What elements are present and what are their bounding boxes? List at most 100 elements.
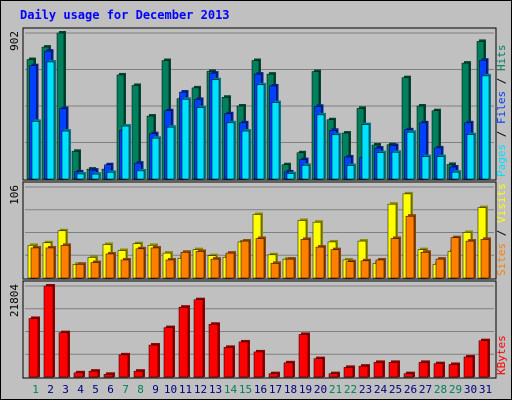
bar-sites-day-11 xyxy=(180,251,190,279)
x-tick-label-day-8: 8 xyxy=(137,383,144,396)
x-tick-label-day-4: 4 xyxy=(77,383,84,396)
bar-sites-day-1 xyxy=(30,247,40,279)
panel-legend: KBytes xyxy=(495,335,508,375)
legend-entry: / xyxy=(495,71,508,91)
bar-pages-day-29 xyxy=(451,171,460,180)
x-tick-label-day-26: 26 xyxy=(404,383,417,396)
x-tick-label-day-30: 30 xyxy=(464,383,477,396)
bar-sites-day-20 xyxy=(315,246,325,279)
panel-legend: Pages / Files / Hits xyxy=(495,45,508,178)
bar-pages-day-21 xyxy=(331,134,340,180)
bar-sites-day-10 xyxy=(165,259,175,279)
bar-kbytes-day-24 xyxy=(373,362,384,378)
bar-pages-day-22 xyxy=(346,165,355,180)
bar-sites-day-3 xyxy=(60,245,70,279)
bar-sites-day-12 xyxy=(195,251,205,279)
bar-pages-day-11 xyxy=(181,99,190,180)
panel-legend: Sites / Visits xyxy=(495,183,508,276)
bar-pages-day-3 xyxy=(61,130,70,180)
bar-pages-day-15 xyxy=(241,130,250,180)
bar-kbytes-day-15 xyxy=(238,341,249,378)
legend-entry: / xyxy=(495,223,508,243)
x-tick-label-day-21: 21 xyxy=(329,383,342,396)
bar-pages-day-26 xyxy=(406,131,415,180)
bar-sites-day-9 xyxy=(150,247,160,279)
legend-entry: KBytes xyxy=(495,335,508,375)
x-tick-label-day-5: 5 xyxy=(92,383,99,396)
x-tick-label-day-29: 29 xyxy=(449,383,462,396)
bar-kbytes-day-18 xyxy=(283,362,294,378)
bar-sites-day-15 xyxy=(240,240,250,279)
bar-kbytes-day-5 xyxy=(88,370,99,378)
bar-pages-day-13 xyxy=(211,79,220,180)
bar-kbytes-day-6 xyxy=(103,374,114,378)
bar-kbytes-day-10 xyxy=(163,327,174,378)
bar-kbytes-day-16 xyxy=(253,351,264,378)
bar-sites-day-25 xyxy=(390,238,400,279)
bar-kbytes-day-9 xyxy=(148,344,159,378)
bar-sites-day-6 xyxy=(105,253,115,279)
bar-sites-day-21 xyxy=(330,249,340,279)
bar-kbytes-day-4 xyxy=(73,372,84,378)
bar-sites-day-19 xyxy=(300,239,310,279)
legend-entry: / xyxy=(495,124,508,144)
x-tick-label-day-14: 14 xyxy=(224,383,238,396)
bar-pages-day-1 xyxy=(31,121,40,180)
bar-pages-day-12 xyxy=(196,107,205,180)
bar-sites-day-2 xyxy=(45,247,55,279)
bar-kbytes-day-26 xyxy=(403,373,414,378)
bar-sites-day-16 xyxy=(255,238,265,279)
bar-sites-day-17 xyxy=(270,263,280,279)
x-tick-label-day-18: 18 xyxy=(284,383,297,396)
bar-pages-day-8 xyxy=(136,170,145,180)
bar-pages-day-24 xyxy=(376,152,385,180)
bar-sites-day-4 xyxy=(75,264,85,279)
bar-sites-day-24 xyxy=(375,259,385,279)
legend-entry: Pages xyxy=(495,144,508,177)
x-tick-label-day-27: 27 xyxy=(419,383,432,396)
bar-sites-day-5 xyxy=(90,262,100,279)
bar-kbytes-day-12 xyxy=(193,299,204,378)
bar-pages-day-5 xyxy=(91,173,100,180)
bar-kbytes-day-3 xyxy=(58,332,69,378)
bar-pages-day-25 xyxy=(391,152,400,180)
bar-kbytes-day-27 xyxy=(418,362,429,378)
bar-pages-day-9 xyxy=(151,137,160,180)
bar-pages-day-20 xyxy=(316,114,325,180)
bar-sites-day-26 xyxy=(405,215,415,279)
bar-sites-day-27 xyxy=(420,251,430,279)
x-tick-label-day-31: 31 xyxy=(479,383,492,396)
x-tick-label-day-16: 16 xyxy=(254,383,267,396)
bar-sites-day-8 xyxy=(135,248,145,279)
legend-entry: Hits xyxy=(495,45,508,72)
bar-pages-day-30 xyxy=(466,134,475,180)
x-tick-label-day-20: 20 xyxy=(314,383,327,396)
bar-kbytes-day-1 xyxy=(28,318,39,378)
bar-pages-day-27 xyxy=(421,156,430,180)
bar-kbytes-day-14 xyxy=(223,347,234,378)
x-tick-label-day-1: 1 xyxy=(32,383,39,396)
legend-entry: Visits xyxy=(495,183,508,223)
bar-kbytes-day-30 xyxy=(463,356,474,378)
bar-pages-day-6 xyxy=(106,172,115,180)
bar-kbytes-day-13 xyxy=(208,324,219,378)
x-tick-label-day-11: 11 xyxy=(179,383,192,396)
bar-kbytes-day-31 xyxy=(478,340,489,378)
y-max-label: 106 xyxy=(8,185,21,205)
x-tick-label-day-19: 19 xyxy=(299,383,312,396)
bar-kbytes-day-25 xyxy=(388,362,399,378)
bar-sites-day-18 xyxy=(285,258,295,279)
x-tick-label-day-28: 28 xyxy=(434,383,447,396)
bar-sites-day-7 xyxy=(120,259,130,279)
bar-kbytes-day-17 xyxy=(268,373,279,378)
bar-pages-day-4 xyxy=(76,173,85,180)
x-tick-label-day-15: 15 xyxy=(239,383,252,396)
x-tick-label-day-12: 12 xyxy=(194,383,207,396)
bar-kbytes-day-2 xyxy=(43,285,54,378)
bar-pages-day-14 xyxy=(226,122,235,180)
bar-pages-day-31 xyxy=(481,75,490,180)
x-tick-label-day-2: 2 xyxy=(47,383,54,396)
bar-kbytes-day-19 xyxy=(298,334,309,378)
x-tick-label-day-24: 24 xyxy=(374,383,388,396)
